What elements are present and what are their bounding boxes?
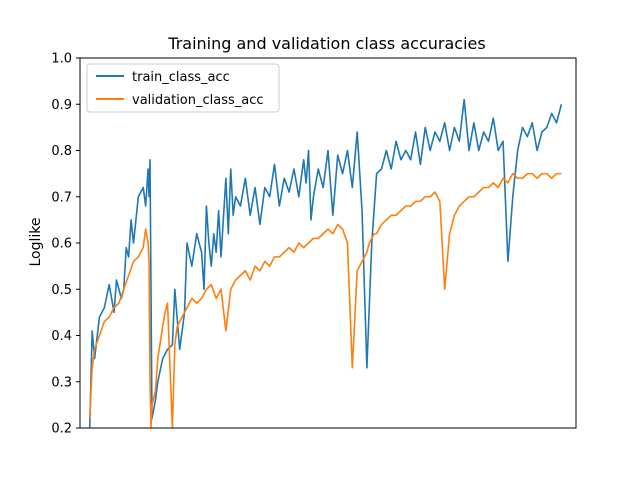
legend-box xyxy=(86,63,280,113)
y-tick-label: 0.3 xyxy=(51,375,72,390)
y-axis-ticks: 0.2 0.3 0.4 0.5 0.6 0.7 0.8 0.9 1.0 xyxy=(51,52,80,437)
legend: train_class_acc validation_class_acc xyxy=(86,63,280,113)
y-tick-label: 0.9 xyxy=(51,98,72,113)
y-tick-label: 0.6 xyxy=(51,237,72,252)
y-tick-label: 0.5 xyxy=(51,283,72,298)
legend-label-validation: validation_class_acc xyxy=(132,93,264,108)
series-line-train-class-acc xyxy=(88,98,563,428)
series-line-validation-class-acc xyxy=(88,172,562,428)
y-tick-label: 1.0 xyxy=(51,52,72,67)
plot-frame xyxy=(79,57,577,429)
y-tick-label: 0.7 xyxy=(51,190,72,205)
y-tick-label: 0.2 xyxy=(51,422,72,437)
y-tick-label: 0.8 xyxy=(51,144,72,159)
chart-title: Training and validation class accuracies xyxy=(167,34,485,53)
series-layer xyxy=(88,98,563,428)
y-tick-label: 0.4 xyxy=(51,329,72,344)
legend-label-train: train_class_acc xyxy=(132,70,230,85)
y-axis-label: Loglike xyxy=(28,217,44,266)
